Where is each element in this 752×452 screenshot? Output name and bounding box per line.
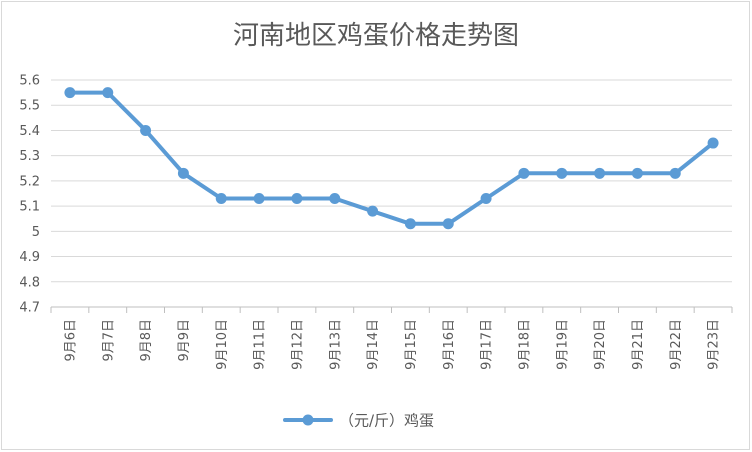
y-tick-label: 5.4: [19, 124, 40, 139]
y-tick-label: 5.6: [19, 74, 40, 89]
x-tick-label: 9月18日: [517, 319, 532, 370]
y-tick-label: 4.9: [19, 250, 40, 265]
data-point: [480, 193, 492, 205]
y-tick-label: 5.5: [19, 99, 40, 114]
y-tick-label: 5: [32, 225, 40, 240]
y-tick-label: 5.3: [19, 149, 40, 164]
data-point: [442, 218, 454, 230]
data-point: [64, 87, 76, 99]
y-tick-label: 5.2: [19, 174, 40, 189]
data-point: [669, 167, 681, 179]
series-layer: [64, 87, 719, 230]
data-point: [707, 137, 719, 149]
x-tick-label: 9月9日: [177, 319, 192, 362]
data-point: [518, 167, 530, 179]
y-tick-label: 5.1: [19, 200, 40, 215]
legend-label: （元/斤）鸡蛋: [339, 412, 434, 430]
x-tick-label: 9月15日: [404, 319, 419, 370]
x-tick-label: 9月7日: [101, 319, 116, 362]
x-tick-label: 9月12日: [290, 319, 305, 370]
legend-marker-swatch: [302, 414, 314, 426]
x-tick-label: 9月6日: [63, 319, 78, 362]
x-tick-label: 9月14日: [366, 319, 381, 370]
y-axis: 5.6 5.5 5.4 5.3 5.2 5.1 5 4.9 4.8 4.7: [19, 74, 40, 316]
data-point: [367, 205, 379, 217]
legend: （元/斤）鸡蛋: [283, 412, 434, 430]
x-tick-label: 9月17日: [480, 319, 495, 370]
data-point: [556, 167, 568, 179]
x-tick-label: 9月8日: [139, 319, 154, 362]
data-point: [404, 218, 416, 230]
x-tick-label: 9月23日: [707, 319, 722, 370]
x-tick-label: 9月11日: [253, 319, 268, 370]
chart-title: 河南地区鸡蛋价格走势图: [233, 21, 519, 51]
data-point: [631, 167, 643, 179]
y-tick-label: 4.7: [19, 301, 40, 316]
x-tick-label: 9月19日: [555, 319, 570, 370]
x-tick-label: 9月13日: [328, 319, 343, 370]
x-tick-label: 9月16日: [442, 319, 457, 370]
y-tick-label: 4.8: [19, 275, 40, 290]
x-tick-label: 9月10日: [215, 319, 230, 370]
gridlines: [51, 79, 732, 308]
data-point: [594, 167, 606, 179]
x-tick-label: 9月20日: [593, 319, 608, 370]
data-point: [102, 87, 114, 99]
data-point: [291, 193, 303, 205]
data-point: [215, 193, 227, 205]
data-point: [329, 193, 341, 205]
data-point: [253, 193, 265, 205]
x-axis: 9月6日 9月7日 9月8日 9月9日 9月10日 9月11日 9月12日 9月13日 9月14…: [50, 307, 733, 370]
x-tick-label: 9月22日: [669, 319, 684, 370]
data-point: [177, 167, 189, 179]
series-line: [67, 90, 716, 226]
x-tick-label: 9月21日: [631, 319, 646, 370]
data-point: [140, 124, 152, 136]
